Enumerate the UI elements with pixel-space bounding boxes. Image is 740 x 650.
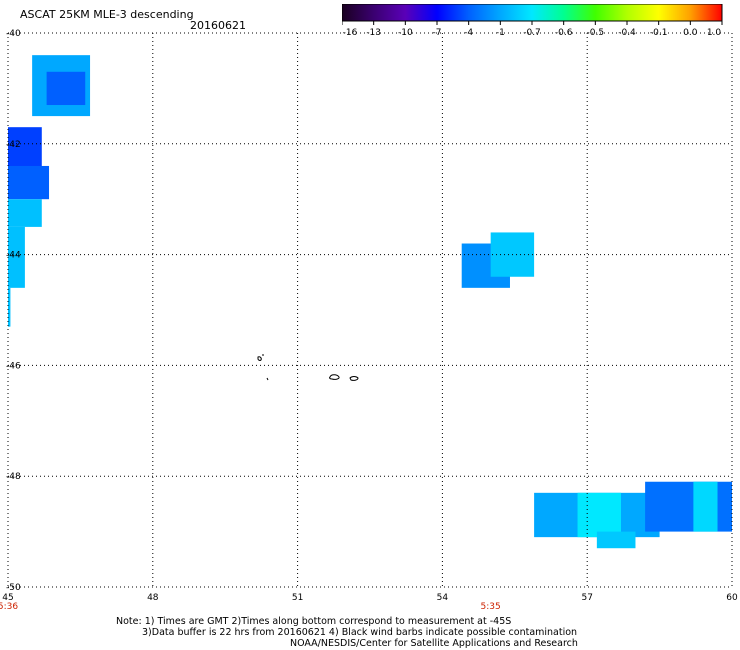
colorbar-label: -0.1 (650, 28, 668, 36)
wind-cell (577, 492, 621, 538)
x-tick-label: 48 (147, 593, 159, 603)
wind-cell (8, 199, 42, 227)
colorbar-label: -0.7 (523, 28, 541, 36)
colorbar-label: 0.0 (683, 28, 698, 36)
wind-cell (8, 287, 11, 327)
wind-cell (8, 165, 50, 200)
colorbar-label: -1 (496, 28, 505, 36)
wind-cell (596, 531, 636, 549)
coastline-islands (257, 354, 359, 381)
note-line-1: Note: 1) Times are GMT 2)Times along bot… (116, 616, 512, 627)
y-tick-label: -48 (6, 472, 21, 482)
wind-cell (46, 71, 86, 106)
colorbar-label: -0.6 (555, 28, 573, 36)
colorbar-label: -16 (343, 28, 358, 36)
colorbar-label: -13 (366, 28, 381, 36)
time-label: 5:35 (481, 602, 501, 612)
colorbar-label: -0.5 (587, 28, 605, 36)
colorbar-label: 1.0 (707, 28, 722, 36)
wind-cell (645, 481, 732, 532)
x-tick-label: 54 (437, 593, 449, 603)
time-label: 5:36 (0, 602, 18, 612)
chart-title: ASCAT 25KM MLE-3 descending (20, 8, 194, 21)
x-tick-label: 51 (292, 593, 303, 603)
x-tick-label: 45 (2, 593, 13, 603)
x-tick-label: 57 (581, 593, 592, 603)
y-tick-label: -50 (6, 583, 21, 593)
x-tick-label: 60 (726, 593, 738, 603)
wind-cell (693, 481, 718, 532)
y-tick-label: -44 (6, 251, 21, 261)
colorbar: -16 -13 -10 -7 -4 -1 -0.7 -0.6 -0.5 -0.4 -0.1 0.0 1.… (342, 4, 723, 36)
chart-date: 20160621 (190, 19, 246, 32)
note-line-2: 3)Data buffer is 22 hrs from 20160621 4)… (142, 627, 578, 638)
colorbar-label: -4 (464, 28, 473, 36)
wind-cell (8, 226, 25, 288)
y-tick-label: -40 (6, 29, 21, 39)
y-tick-label: -46 (6, 361, 21, 371)
colorbar-label: -0.4 (618, 28, 636, 36)
colorbar-label: -10 (398, 28, 413, 36)
notes-block: Note: 1) Times are GMT 2)Times along bot… (116, 616, 578, 649)
y-tick-label: -42 (6, 140, 21, 150)
colorbar-label: -7 (433, 28, 442, 36)
note-line-3: NOAA/NESDIS/Center for Satellite Applica… (290, 638, 578, 649)
